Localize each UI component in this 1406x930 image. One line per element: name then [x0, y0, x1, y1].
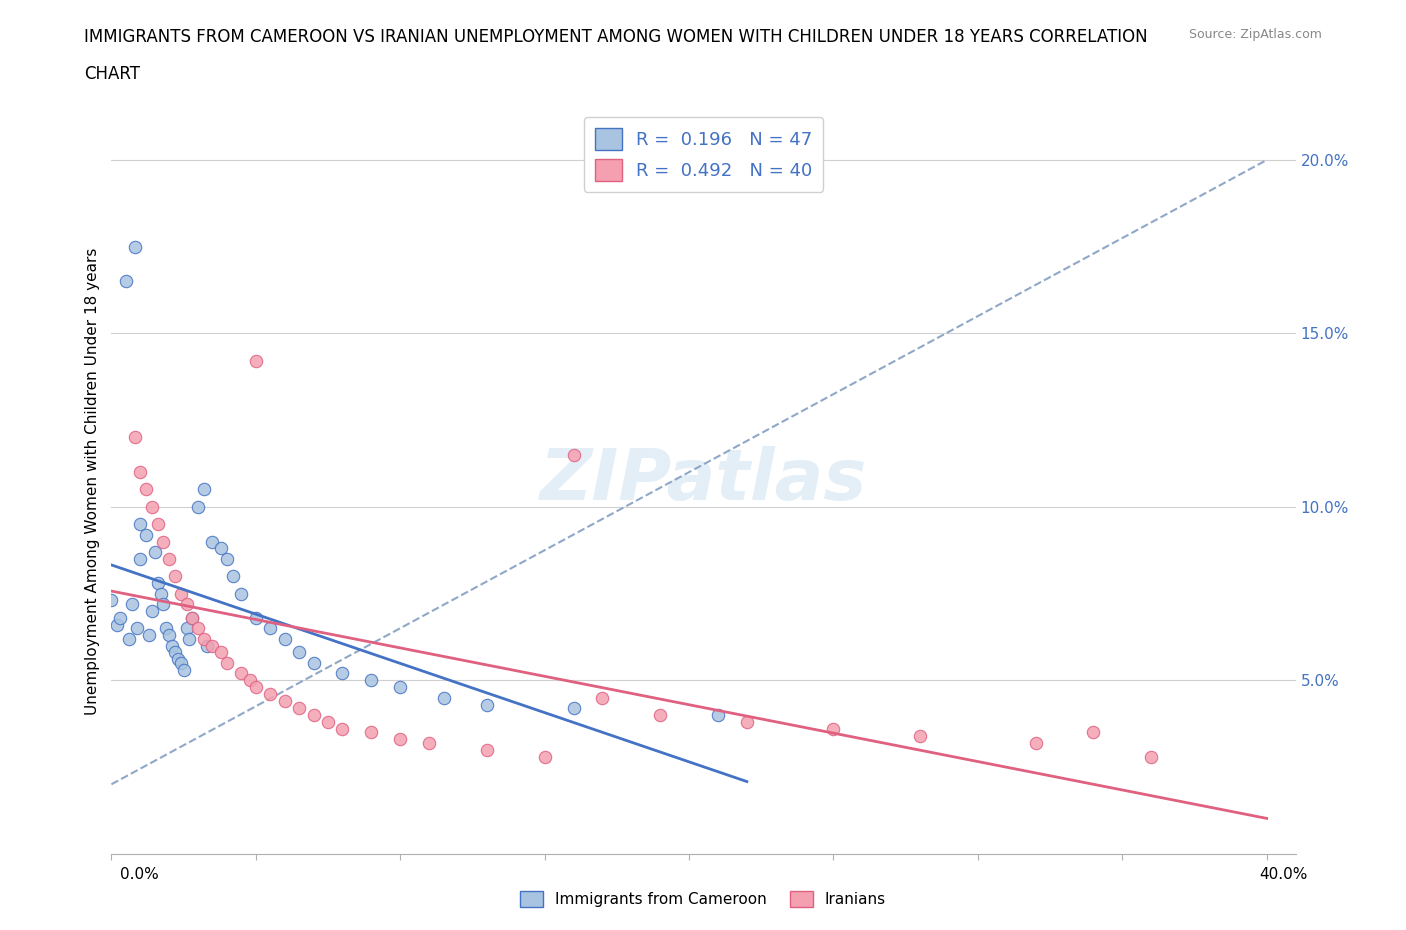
- Point: [245, 680, 267, 695]
- Point: [823, 722, 845, 737]
- Text: 0.0%: 0.0%: [120, 867, 159, 882]
- Text: IMMIGRANTS FROM CAMEROON VS IRANIAN UNEMPLOYMENT AMONG WOMEN WITH CHILDREN UNDER: IMMIGRANTS FROM CAMEROON VS IRANIAN UNEM…: [84, 28, 1147, 46]
- Point: [124, 430, 146, 445]
- Point: [360, 672, 382, 687]
- Point: [360, 724, 382, 739]
- Point: [389, 680, 412, 695]
- Point: [124, 239, 146, 254]
- Point: [591, 690, 613, 705]
- Point: [908, 728, 931, 743]
- Point: [201, 638, 224, 653]
- Text: CHART: CHART: [84, 65, 141, 83]
- Point: [231, 666, 253, 681]
- Legend: R =  0.196   N = 47, R =  0.492   N = 40: R = 0.196 N = 47, R = 0.492 N = 40: [583, 117, 824, 192]
- Point: [166, 652, 188, 667]
- Point: [418, 736, 440, 751]
- Point: [141, 604, 163, 618]
- Point: [215, 551, 238, 566]
- Point: [135, 527, 157, 542]
- Point: [138, 628, 160, 643]
- Point: [187, 499, 209, 514]
- Point: [1140, 749, 1163, 764]
- Point: [157, 551, 180, 566]
- Point: [475, 742, 498, 757]
- Point: [650, 708, 672, 723]
- Point: [149, 586, 172, 601]
- Point: [163, 569, 186, 584]
- Point: [135, 482, 157, 497]
- Point: [100, 593, 122, 608]
- Point: [239, 672, 262, 687]
- Point: [533, 749, 555, 764]
- Point: [245, 353, 267, 368]
- Point: [562, 447, 585, 462]
- Point: [259, 686, 281, 701]
- Point: [163, 645, 186, 660]
- Point: [173, 662, 195, 677]
- Point: [181, 610, 204, 625]
- Point: [259, 621, 281, 636]
- Point: [193, 482, 215, 497]
- Point: [157, 628, 180, 643]
- Point: [332, 722, 354, 737]
- Legend: Immigrants from Cameroon, Iranians: Immigrants from Cameroon, Iranians: [513, 884, 893, 913]
- Point: [181, 610, 204, 625]
- Point: [475, 698, 498, 712]
- Point: [170, 656, 193, 671]
- Point: [1083, 724, 1105, 739]
- Point: [195, 638, 218, 653]
- Point: [160, 638, 183, 653]
- Point: [302, 708, 325, 723]
- Point: [231, 586, 253, 601]
- Point: [115, 274, 138, 289]
- Point: [735, 714, 758, 729]
- Point: [288, 645, 311, 660]
- Point: [129, 517, 152, 532]
- Point: [273, 631, 295, 646]
- Point: [193, 631, 215, 646]
- Point: [108, 610, 131, 625]
- Point: [209, 645, 232, 660]
- Point: [129, 551, 152, 566]
- Point: [302, 656, 325, 671]
- Point: [155, 621, 177, 636]
- Point: [332, 666, 354, 681]
- Point: [179, 631, 201, 646]
- Point: [152, 534, 174, 549]
- Point: [170, 586, 193, 601]
- Point: [105, 618, 128, 632]
- Text: 40.0%: 40.0%: [1260, 867, 1308, 882]
- Text: ZIPatlas: ZIPatlas: [540, 446, 868, 515]
- Point: [187, 621, 209, 636]
- Point: [176, 621, 198, 636]
- Y-axis label: Unemployment Among Women with Children Under 18 years: Unemployment Among Women with Children U…: [86, 247, 100, 714]
- Point: [118, 631, 141, 646]
- Point: [152, 596, 174, 611]
- Point: [707, 708, 730, 723]
- Point: [209, 541, 232, 556]
- Point: [316, 714, 339, 729]
- Point: [143, 544, 166, 559]
- Point: [146, 576, 169, 591]
- Point: [222, 569, 245, 584]
- Point: [176, 596, 198, 611]
- Point: [215, 656, 238, 671]
- Point: [1025, 736, 1047, 751]
- Point: [562, 700, 585, 715]
- Point: [141, 499, 163, 514]
- Point: [127, 621, 149, 636]
- Point: [146, 517, 169, 532]
- Point: [288, 700, 311, 715]
- Point: [389, 732, 412, 747]
- Point: [273, 694, 295, 709]
- Point: [129, 465, 152, 480]
- Point: [245, 610, 267, 625]
- Point: [201, 534, 224, 549]
- Point: [432, 690, 454, 705]
- Text: Source: ZipAtlas.com: Source: ZipAtlas.com: [1188, 28, 1322, 41]
- Point: [121, 596, 143, 611]
